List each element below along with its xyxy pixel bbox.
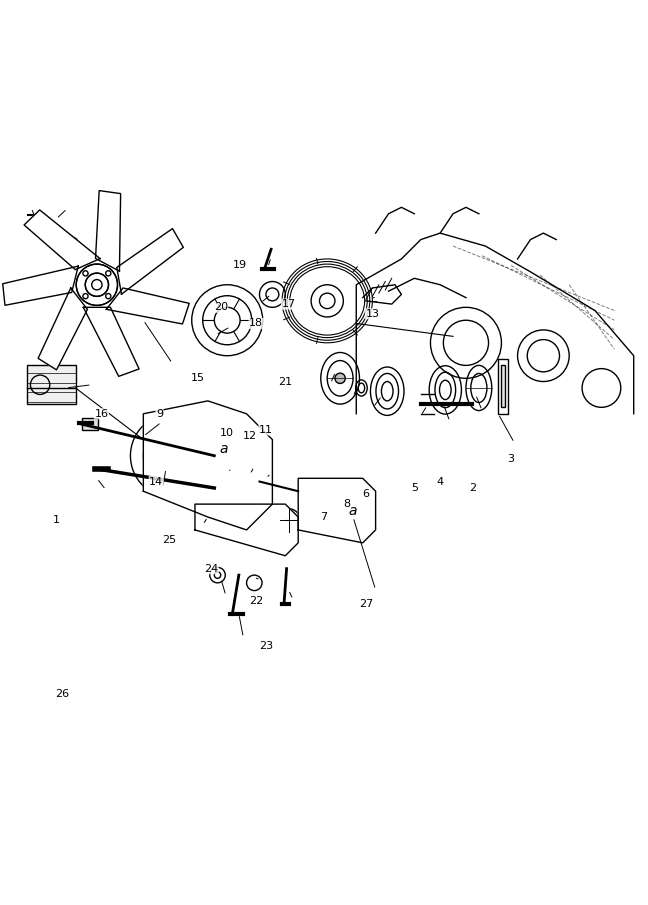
Text: 5: 5	[411, 483, 418, 493]
Text: 10: 10	[220, 428, 234, 438]
Text: 23: 23	[259, 641, 273, 651]
Text: 13: 13	[365, 309, 379, 319]
Bar	[502, 366, 505, 407]
Text: a: a	[220, 443, 228, 456]
Polygon shape	[143, 401, 272, 530]
Polygon shape	[106, 288, 189, 324]
Text: 15: 15	[191, 373, 205, 384]
Text: 3: 3	[507, 454, 515, 464]
Text: 1: 1	[52, 515, 60, 525]
Text: 22: 22	[249, 595, 263, 606]
Text: 17: 17	[281, 299, 295, 310]
Text: 6: 6	[362, 490, 369, 500]
Circle shape	[335, 373, 345, 384]
Bar	[311, 481, 363, 523]
Polygon shape	[38, 288, 87, 370]
Text: 24: 24	[204, 564, 218, 574]
Polygon shape	[117, 229, 183, 294]
Bar	[27, 366, 76, 405]
Bar	[82, 418, 98, 430]
Text: 20: 20	[214, 302, 228, 312]
Polygon shape	[24, 210, 100, 270]
Polygon shape	[3, 266, 78, 305]
Text: 18: 18	[249, 319, 263, 329]
Text: 7: 7	[321, 512, 327, 522]
Text: 21: 21	[278, 376, 292, 386]
Polygon shape	[95, 191, 121, 272]
Text: 27: 27	[359, 599, 373, 609]
Text: 2: 2	[469, 483, 476, 493]
Text: 19: 19	[233, 261, 247, 271]
Text: 25: 25	[162, 535, 176, 545]
Polygon shape	[298, 479, 376, 543]
Polygon shape	[84, 308, 139, 376]
Text: 12: 12	[243, 432, 257, 442]
Polygon shape	[195, 504, 298, 556]
Text: 14: 14	[149, 477, 163, 487]
Polygon shape	[356, 233, 634, 414]
Bar	[498, 359, 508, 414]
Text: 16: 16	[95, 409, 108, 419]
Text: 4: 4	[437, 477, 444, 487]
Text: 11: 11	[259, 425, 273, 435]
Text: a: a	[349, 503, 357, 518]
Text: 9: 9	[156, 409, 163, 419]
Text: 26: 26	[56, 690, 70, 700]
Text: 8: 8	[343, 500, 350, 510]
